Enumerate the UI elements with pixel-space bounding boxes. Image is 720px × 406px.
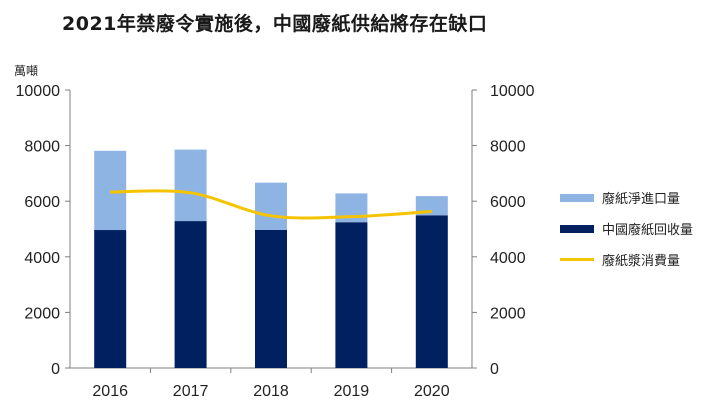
y-tick-label-left: 8000 xyxy=(24,139,60,156)
y-tick-label-right: 6000 xyxy=(490,194,526,211)
legend-swatch-domestic-recovery xyxy=(560,224,594,233)
y-tick-label-right: 0 xyxy=(490,361,499,378)
chart-legend: 廢紙淨進口量 中國廢紙回收量 廢紙漿消費量 xyxy=(560,187,693,280)
bar-domestic-recovery xyxy=(94,230,127,368)
x-tick-label: 2016 xyxy=(92,383,128,400)
legend-item-net-import: 廢紙淨進口量 xyxy=(560,187,693,208)
y-tick-label-left: 2000 xyxy=(24,305,60,322)
bar-domestic-recovery xyxy=(174,221,207,368)
legend-label-pulp-consumption: 廢紙漿消費量 xyxy=(602,254,681,269)
x-tick-label: 2019 xyxy=(334,383,370,400)
x-tick-label: 2017 xyxy=(173,383,209,400)
x-tick-label: 2018 xyxy=(253,383,289,400)
legend-item-domestic-recovery: 中國廢紙回收量 xyxy=(560,218,693,239)
legend-item-pulp-consumption: 廢紙漿消費量 xyxy=(560,249,693,270)
y-tick-label-right: 10000 xyxy=(490,83,535,100)
y-tick-label-right: 2000 xyxy=(490,305,526,322)
bar-net-import xyxy=(255,182,287,231)
y-tick-label-right: 4000 xyxy=(490,250,526,267)
bar-net-import xyxy=(415,196,448,216)
legend-swatch-net-import xyxy=(560,193,594,202)
x-tick-label: 2020 xyxy=(414,383,450,400)
y-tick-label-right: 8000 xyxy=(490,139,526,156)
y-tick-label-left: 6000 xyxy=(24,194,60,211)
legend-label-domestic-recovery: 中國廢紙回收量 xyxy=(602,223,694,238)
bar-domestic-recovery xyxy=(255,230,287,368)
bar-net-import xyxy=(174,149,207,222)
legend-swatch-pulp-consumption xyxy=(560,258,594,261)
y-axis-unit-label: 萬噸 xyxy=(14,64,39,78)
bar-domestic-recovery xyxy=(415,215,448,368)
chart-title: 2021年禁廢令實施後，中國廢紙供給將存在缺口 xyxy=(62,13,488,35)
y-tick-label-left: 10000 xyxy=(16,83,61,100)
legend-label-net-import: 廢紙淨進口量 xyxy=(602,192,681,207)
bar-domestic-recovery xyxy=(335,222,368,368)
y-tick-label-left: 0 xyxy=(51,361,60,378)
y-tick-label-left: 4000 xyxy=(24,250,60,267)
